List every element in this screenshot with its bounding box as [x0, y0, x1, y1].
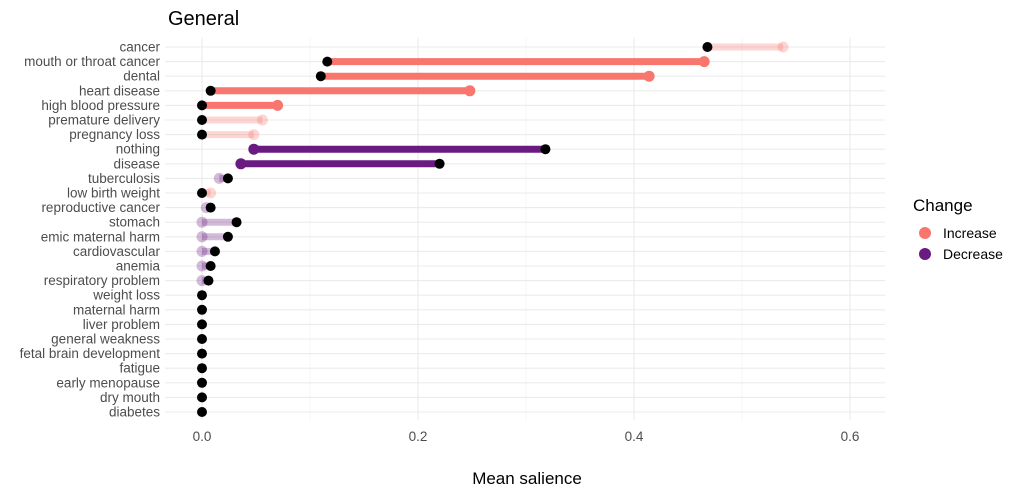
start-point-fetal-brain-development — [197, 348, 207, 359]
legend-decrease-swatch — [919, 248, 931, 260]
category-label: low birth weight — [67, 186, 160, 201]
category-label: general weakness — [51, 332, 160, 347]
start-point-disease — [434, 158, 445, 169]
start-point-emic-maternal-harm — [222, 231, 233, 242]
category-label: nothing — [116, 142, 160, 157]
end-point-stomach — [196, 216, 208, 228]
start-point-respiratory-problem — [203, 275, 214, 286]
end-point-pregnancy-loss — [248, 129, 260, 141]
segment-layer — [202, 43, 784, 285]
category-label: pregnancy loss — [69, 127, 160, 142]
category-label: weight loss — [92, 288, 160, 303]
category-label: diabetes — [109, 405, 160, 420]
x-tick-label: 0.4 — [625, 429, 644, 444]
category-label: mouth or throat cancer — [24, 54, 160, 69]
start-point-nothing — [540, 144, 551, 155]
category-label: disease — [113, 156, 160, 171]
point-layer — [196, 41, 789, 417]
end-point-nothing — [248, 143, 260, 155]
end-point-emic-maternal-harm — [196, 231, 208, 243]
category-label: emic maternal harm — [41, 229, 160, 244]
category-label: tuberculosis — [88, 171, 160, 186]
end-point-premature-delivery — [256, 114, 268, 126]
start-point-mouth-or-throat-cancer — [322, 56, 333, 67]
x-axis-title: Mean salience — [472, 469, 582, 485]
start-point-fatigue — [197, 363, 207, 374]
category-label: reproductive cancer — [41, 200, 160, 215]
end-point-mouth-or-throat-cancer — [698, 56, 710, 68]
legend: Change Increase Decrease — [913, 196, 1003, 262]
end-point-heart-disease — [464, 85, 476, 97]
grid-layer — [165, 38, 885, 420]
legend-decrease-label: Decrease — [943, 246, 1003, 262]
category-label: maternal harm — [73, 302, 160, 317]
start-point-liver-problem — [197, 319, 207, 330]
start-point-dental — [315, 71, 326, 82]
start-point-pregnancy-loss — [197, 129, 207, 140]
x-tick-layer: 0.0 0.2 0.4 0.6 — [193, 429, 860, 444]
start-point-tuberculosis — [222, 173, 233, 184]
start-point-cardiovascular — [209, 246, 220, 257]
category-label: dry mouth — [100, 390, 160, 405]
category-label: cardiovascular — [73, 244, 161, 259]
start-point-stomach — [231, 217, 242, 228]
start-point-low-birth-weight — [197, 188, 207, 198]
category-label: stomach — [109, 215, 160, 230]
start-point-reproductive-cancer — [205, 202, 216, 213]
end-point-disease — [235, 158, 247, 170]
category-label: anemia — [116, 259, 161, 274]
category-label: premature delivery — [48, 113, 160, 128]
start-point-premature-delivery — [197, 115, 207, 125]
category-label: dental — [123, 69, 160, 84]
end-point-anemia — [196, 260, 208, 272]
end-point-dental — [643, 70, 655, 82]
category-label: fatigue — [119, 361, 160, 376]
start-point-diabetes — [197, 407, 207, 417]
start-point-dry-mouth — [197, 392, 207, 403]
category-label: respiratory problem — [44, 273, 160, 288]
start-point-weight-loss — [197, 290, 207, 301]
category-label: heart disease — [79, 83, 160, 98]
category-label: high blood pressure — [41, 98, 160, 113]
start-point-maternal-harm — [197, 304, 207, 315]
legend-increase-swatch — [919, 227, 931, 239]
end-point-high-blood-pressure — [272, 99, 284, 111]
x-tick-label: 0.2 — [409, 429, 428, 444]
start-point-cancer — [702, 42, 713, 52]
end-point-low-birth-weight — [205, 187, 217, 199]
end-point-tuberculosis — [213, 172, 225, 184]
category-label: cancer — [119, 40, 160, 55]
end-point-cardiovascular — [196, 245, 208, 257]
x-tick-label: 0.0 — [193, 429, 212, 444]
start-point-general-weakness — [197, 334, 207, 344]
legend-increase-label: Increase — [943, 225, 997, 241]
start-point-anemia — [205, 261, 216, 271]
category-label: early menopause — [56, 375, 160, 390]
legend-title: Change — [913, 196, 973, 215]
x-tick-label: 0.6 — [841, 429, 860, 444]
end-point-cancer — [777, 41, 789, 53]
chart-title: General — [168, 8, 239, 30]
start-point-heart-disease — [205, 85, 216, 96]
category-label: liver problem — [83, 317, 160, 332]
start-point-high-blood-pressure — [197, 100, 207, 111]
start-point-early-menopause — [197, 377, 207, 388]
category-label: fetal brain development — [20, 346, 161, 361]
